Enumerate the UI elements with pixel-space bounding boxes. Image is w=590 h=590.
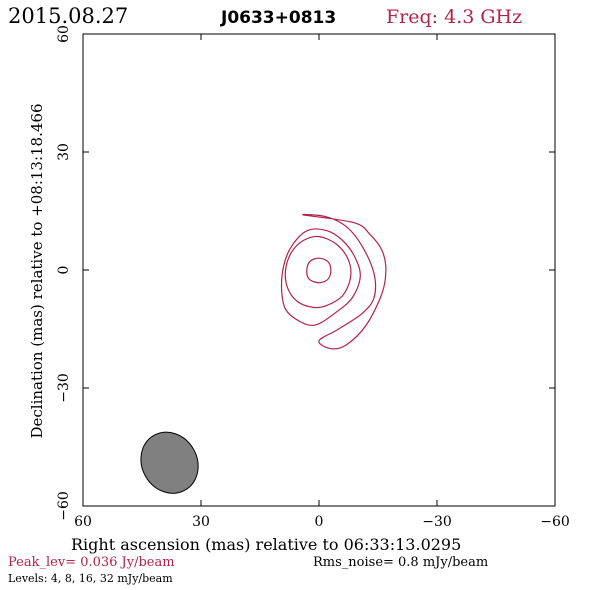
y-tick-label: −60 <box>56 491 72 521</box>
y-tick-label: 0 <box>56 266 72 275</box>
source-name: J0633+0813 <box>220 8 336 28</box>
contour-level-16 <box>284 235 352 309</box>
contour-level-4 <box>302 213 387 350</box>
x-tick-label: 30 <box>192 514 210 530</box>
y-axis-label: Declination (mas) relative to +08:13:18.… <box>28 103 46 438</box>
axis-ticks <box>82 33 556 507</box>
x-axis-label: Right ascension (mas) relative to 06:33:… <box>71 535 461 554</box>
contour-level-32 <box>306 257 332 284</box>
y-tick-label: 60 <box>56 25 72 43</box>
frequency-label: Freq: 4.3 GHz <box>386 6 522 28</box>
x-tick-label: 0 <box>315 514 324 530</box>
x-tick-labels: 60 30 0 −30 −60 <box>74 514 570 530</box>
x-tick-label: 60 <box>74 514 92 530</box>
beam-ellipse <box>140 431 199 494</box>
peak-level: Peak_lev= 0.036 Jy/beam <box>8 555 175 570</box>
y-tick-labels: −60 −30 0 30 60 <box>56 25 72 521</box>
contour-level-8 <box>280 228 361 327</box>
x-tick-label: −60 <box>540 514 570 530</box>
x-tick-label: −30 <box>422 514 452 530</box>
rms-noise: Rms_noise= 0.8 mJy/beam <box>313 555 488 570</box>
y-tick-label: 30 <box>56 143 72 161</box>
contour-lines <box>280 213 387 350</box>
contour-levels: Levels: 4, 8, 16, 32 mJy/beam <box>8 572 173 585</box>
observation-date: 2015.08.27 <box>8 4 128 28</box>
y-tick-label: −30 <box>56 373 72 403</box>
